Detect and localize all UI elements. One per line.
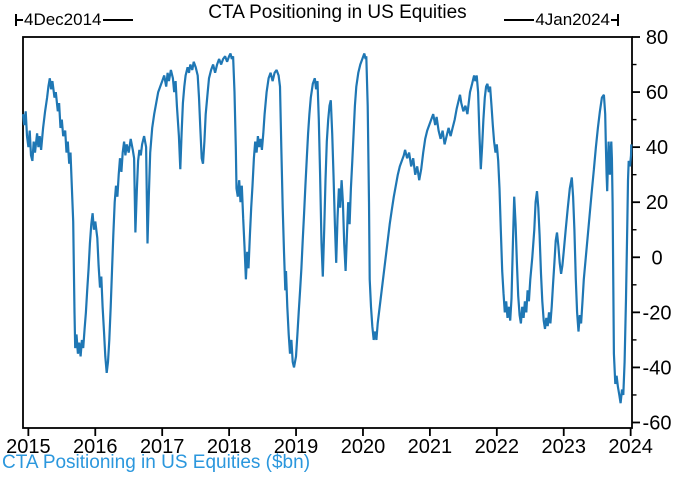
y-axis-tick-label: 0 (651, 247, 662, 269)
end-date-label: 4Jan2024 (535, 10, 610, 29)
x-axis-tick-label: 2023 (541, 436, 586, 458)
y-axis-tick-label: 20 (646, 192, 668, 214)
y-axis-tick-label: -60 (643, 412, 672, 434)
cta-positioning-line-series (21, 53, 633, 404)
end-date-range-annotation: 4Jan2024 (504, 11, 619, 29)
x-axis-tick-label: 2016 (73, 436, 118, 458)
x-axis-tick-label: 2017 (140, 436, 185, 458)
range-start-bracket (15, 14, 17, 26)
range-start-stub-line (17, 19, 23, 21)
x-axis-tick-label: 2021 (408, 436, 453, 458)
y-axis-tick-label: 60 (646, 82, 668, 104)
x-axis-tick-label: 2024 (608, 436, 653, 458)
chart-title: CTA Positioning in US Equities (208, 2, 467, 23)
x-axis-tick-label: 2015 (6, 436, 51, 458)
y-axis-tick-label: -40 (643, 357, 672, 379)
range-start-line (102, 19, 133, 21)
range-end-line (504, 19, 535, 21)
start-date-label: 4Dec2014 (24, 10, 102, 29)
range-end-stub-line (611, 19, 617, 21)
y-axis-tick-label: -20 (643, 302, 672, 324)
y-axis-tick-label: 80 (646, 27, 668, 49)
x-axis-tick-label: 2019 (274, 436, 319, 458)
start-date-range-annotation: 4Dec2014 (15, 11, 133, 29)
x-axis-tick-label: 2022 (475, 436, 520, 458)
chart-caption: CTA Positioning in US Equities ($bn) (2, 452, 311, 473)
x-axis-tick-label: 2020 (341, 436, 386, 458)
y-axis-tick-label: 40 (646, 137, 668, 159)
axes-frame (22, 36, 633, 429)
x-axis-tick-label: 2018 (207, 436, 252, 458)
range-end-bracket (617, 14, 619, 26)
